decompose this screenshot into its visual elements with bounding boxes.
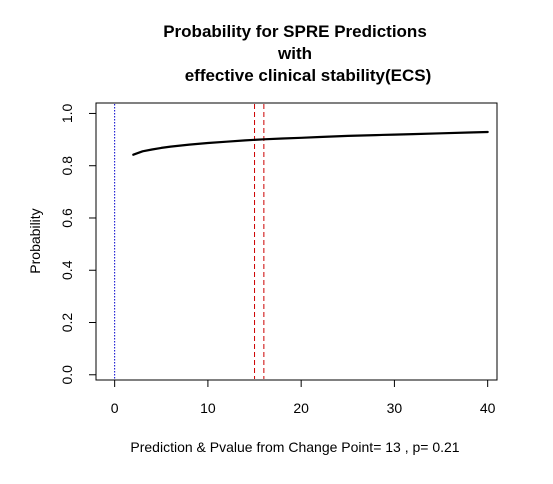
title-line-1: Probability for SPRE Predictions (163, 22, 427, 41)
chart-title: Probability for SPRE Predictions with ef… (163, 22, 431, 85)
reference-lines (114, 104, 265, 379)
title-line-3: effective clinical stability(ECS) (185, 66, 432, 85)
x-tick-label-2: 20 (293, 400, 309, 416)
x-axis-label: Prediction & Pvalue from Change Point= 1… (130, 439, 459, 455)
x-axis: 0 10 20 30 40 (111, 379, 496, 416)
y-tick-label-1: 0.2 (59, 313, 75, 333)
plot-frame (95, 102, 498, 381)
y-axis: 0.0 0.2 0.4 0.6 0.8 1.0 (59, 104, 97, 385)
series-line-0 (132, 130, 489, 156)
y-tick-label-3: 0.6 (59, 208, 75, 228)
y-tick-label-2: 0.4 (59, 260, 75, 280)
y-tick-label-0: 0.0 (59, 365, 75, 385)
title-line-2: with (277, 44, 312, 63)
y-axis-label: Probability (27, 208, 43, 273)
x-tick-label-1: 10 (200, 400, 216, 416)
x-tick-label-4: 40 (480, 400, 496, 416)
x-tick-label-0: 0 (111, 400, 119, 416)
x-tick-label-3: 30 (387, 400, 403, 416)
series-layer (132, 130, 489, 156)
y-tick-label-4: 0.8 (59, 156, 75, 176)
y-tick-label-5: 1.0 (59, 104, 75, 124)
